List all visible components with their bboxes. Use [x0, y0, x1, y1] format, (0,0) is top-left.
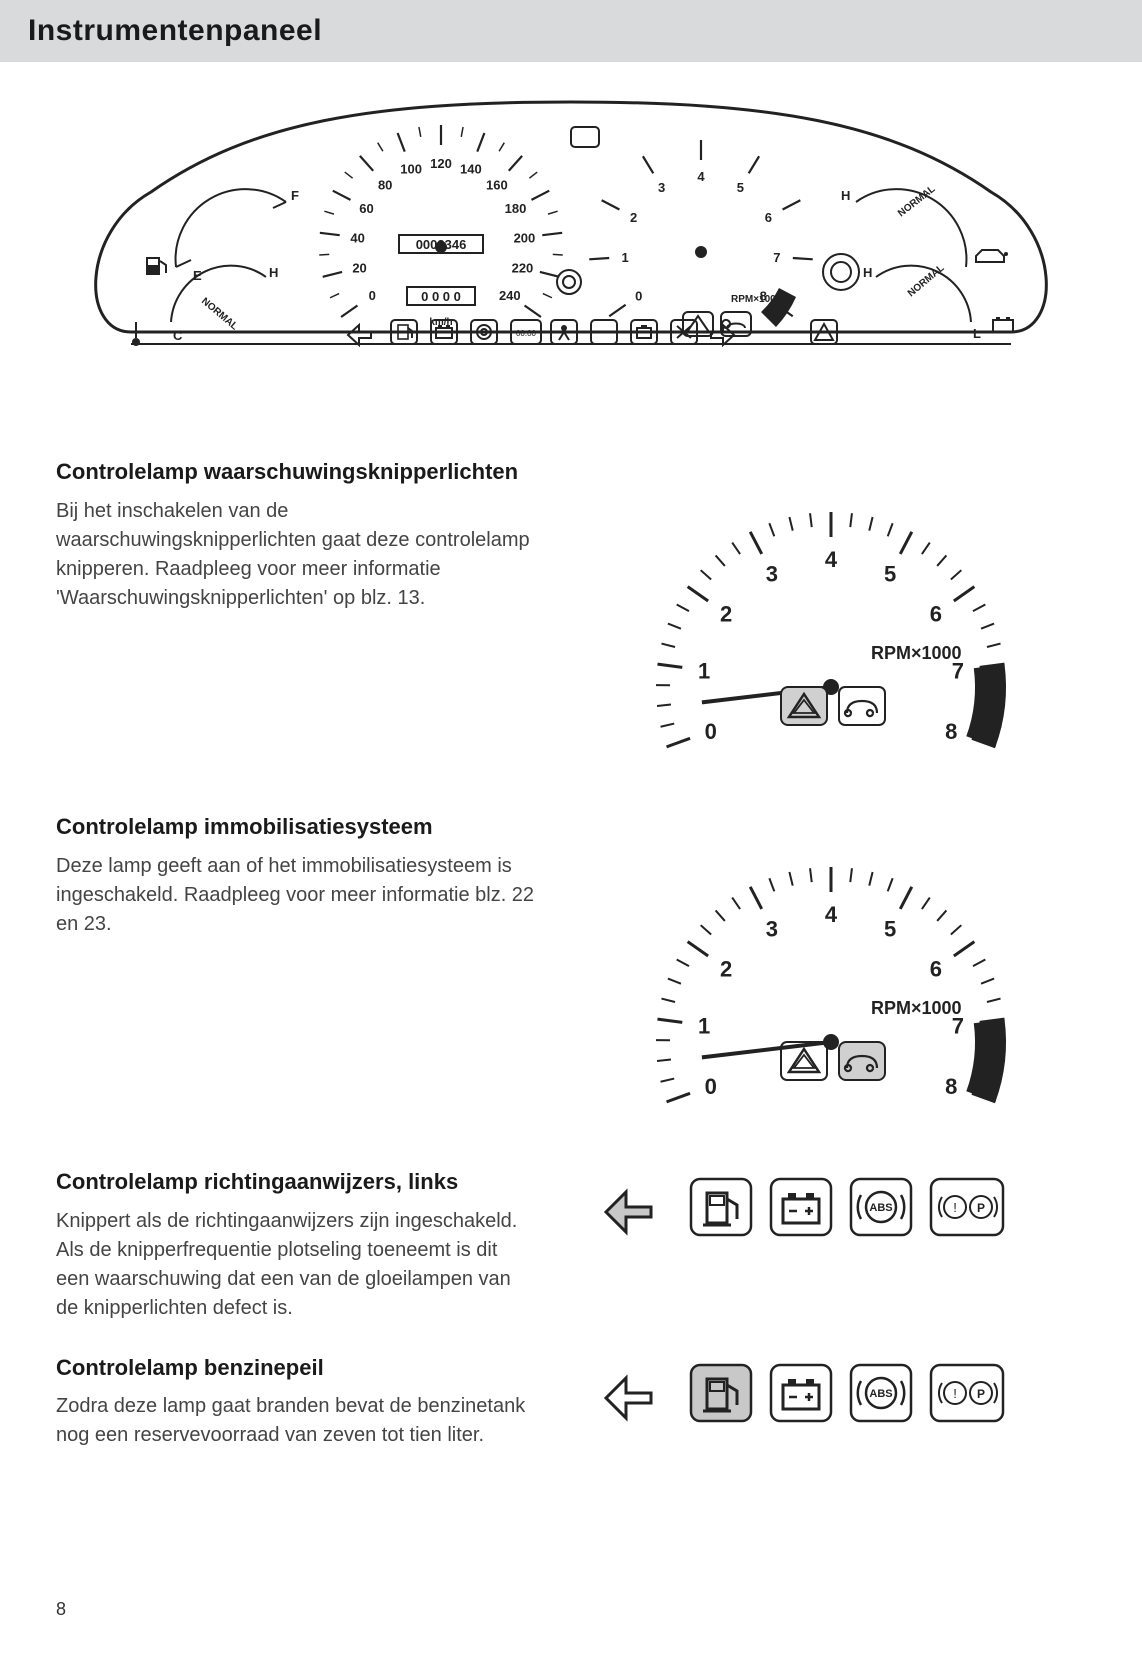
- odometer: 0003346: [416, 237, 467, 252]
- svg-text:1: 1: [622, 250, 629, 265]
- fuel-pump-icon: [146, 257, 166, 275]
- svg-text:40: 40: [350, 230, 364, 245]
- page-title-bar: Instrumentenpaneel: [0, 0, 1142, 62]
- svg-text:4: 4: [697, 169, 705, 184]
- temp-c: C: [173, 328, 183, 343]
- svg-text:ABS: ABS: [869, 1388, 892, 1400]
- heading-fuel: Controlelamp benzinepeil: [56, 1353, 536, 1383]
- svg-text:L: L: [973, 326, 981, 341]
- svg-text:4: 4: [825, 547, 838, 572]
- svg-text:180: 180: [505, 201, 527, 216]
- svg-text:80: 80: [378, 177, 392, 192]
- body-immob: Deze lamp geeft aan of het immobilisatie…: [56, 852, 536, 939]
- svg-text:0: 0: [635, 289, 642, 304]
- tachometer: 012345678 RPM×1000: [589, 140, 813, 336]
- body-turn-left: Knippert als de richtingaanwijzers zijn …: [56, 1207, 536, 1323]
- temp-left-gauge: H C NORMAL: [132, 265, 278, 346]
- oil-temp-gauge: H NORMAL: [841, 184, 1008, 267]
- svg-text:RPM×1000: RPM×1000: [871, 643, 962, 663]
- thermometer-icon: [132, 322, 140, 346]
- tacho-figure-immob: 012345678RPM×1000: [631, 812, 1031, 1112]
- svg-text:!: !: [953, 1200, 957, 1215]
- svg-text:P: P: [977, 1387, 985, 1401]
- svg-text:5: 5: [884, 561, 896, 586]
- svg-text:6: 6: [930, 957, 942, 982]
- svg-text:H: H: [841, 188, 850, 203]
- svg-text:2: 2: [630, 210, 637, 225]
- svg-text:2: 2: [720, 957, 732, 982]
- page-title: Instrumentenpaneel: [28, 14, 1114, 48]
- svg-text:4: 4: [825, 902, 838, 927]
- oil-can-icon: [976, 250, 1008, 262]
- section-fuel: Controlelamp benzinepeil Zodra deze lamp…: [56, 1353, 1086, 1451]
- section-hazard: Controlelamp waarschuwingsknipperlichten…: [56, 457, 1086, 762]
- indicator-row-fuel: ABS! P: [601, 1353, 1061, 1433]
- svg-text:P: P: [977, 1201, 985, 1215]
- svg-text:!: !: [953, 1386, 957, 1401]
- content-area: Controlelamp waarschuwingsknipperlichten…: [0, 457, 1142, 1450]
- svg-text:1: 1: [698, 1013, 710, 1038]
- svg-text:220: 220: [512, 261, 534, 276]
- svg-text:160: 160: [486, 177, 508, 192]
- trip-reset-knob: [557, 270, 581, 294]
- battery-icon-small: [993, 317, 1013, 332]
- svg-text:120: 120: [430, 156, 452, 171]
- svg-text:2: 2: [720, 602, 732, 627]
- temp-h: H: [269, 265, 278, 280]
- svg-text:5: 5: [884, 916, 896, 941]
- svg-text:100: 100: [400, 161, 422, 176]
- svg-text:6: 6: [765, 210, 772, 225]
- svg-text:3: 3: [658, 180, 665, 195]
- section-immob: Controlelamp immobilisatiesysteem Deze l…: [56, 812, 1086, 1117]
- body-hazard: Bij het inschakelen van de waarschuwings…: [56, 497, 536, 613]
- svg-text:3: 3: [766, 561, 778, 586]
- tacho-figure-hazard: 012345678RPM×1000: [631, 457, 1031, 757]
- dashboard-svg: F E H C NORMAL H NORMAL: [71, 92, 1071, 372]
- svg-text:140: 140: [460, 161, 482, 176]
- svg-text:ABS: ABS: [869, 1202, 892, 1214]
- svg-text:3: 3: [766, 916, 778, 941]
- section-turn-left: Controlelamp richtingaanwijzers, links K…: [56, 1167, 1086, 1323]
- svg-text:8: 8: [945, 719, 957, 744]
- svg-text:0: 0: [705, 719, 717, 744]
- svg-text:240: 240: [499, 288, 521, 303]
- svg-text:8: 8: [945, 1074, 957, 1099]
- dashboard-illustration: F E H C NORMAL H NORMAL: [0, 92, 1142, 377]
- page-number: 8: [56, 1599, 66, 1620]
- svg-text:6: 6: [930, 602, 942, 627]
- svg-text:0: 0: [369, 288, 376, 303]
- svg-text:0: 0: [705, 1074, 717, 1099]
- svg-text:1: 1: [698, 658, 710, 683]
- right-knob: [823, 254, 859, 290]
- svg-text:200: 200: [514, 230, 536, 245]
- trip-meter: 0 0 0 0: [421, 289, 461, 304]
- speedometer: 020 40 60 80 100 120 140 160 180 200 220 240 000334…: [319, 125, 599, 328]
- svg-text:5: 5: [737, 180, 744, 195]
- svg-text:00:00: 00:00: [516, 329, 537, 338]
- indicator-row-arrow: ABS! P: [601, 1167, 1061, 1247]
- body-fuel: Zodra deze lamp gaat branden bevat de be…: [56, 1392, 536, 1450]
- heading-immob: Controlelamp immobilisatiesysteem: [56, 812, 536, 842]
- svg-text:20: 20: [352, 261, 366, 276]
- heading-hazard: Controlelamp waarschuwingsknipperlichten: [56, 457, 536, 487]
- fuel-f: F: [291, 188, 299, 203]
- svg-text:60: 60: [359, 201, 373, 216]
- svg-text:RPM×1000: RPM×1000: [871, 998, 962, 1018]
- svg-text:7: 7: [773, 250, 780, 265]
- heading-turn-left: Controlelamp richtingaanwijzers, links: [56, 1167, 536, 1197]
- volt-gauge: H L NORMAL: [863, 263, 1013, 341]
- svg-text:H: H: [863, 265, 872, 280]
- svg-text:NORMAL: NORMAL: [199, 296, 240, 333]
